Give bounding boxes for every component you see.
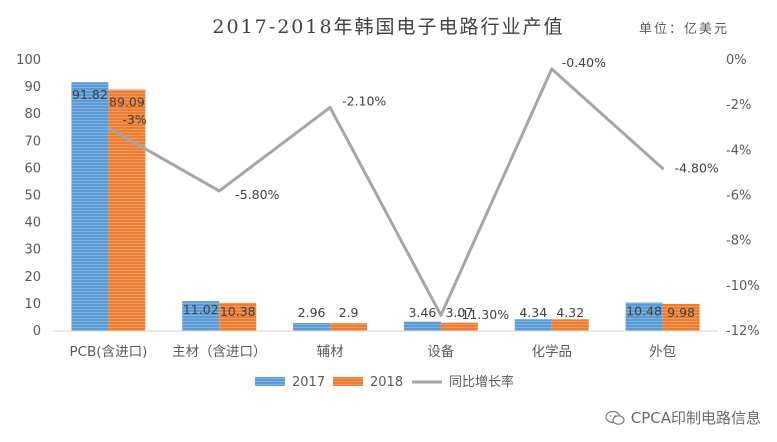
bars-layer [71,82,700,331]
growth-rate-label: -0.40% [562,55,606,70]
bar-2017-2 [293,322,331,331]
bar-value-label: 3.46 [408,305,436,320]
left-tick-label: 60 [24,161,41,176]
bar-value-label: 4.32 [556,305,584,320]
left-tick-label: 30 [24,243,41,258]
bar-2017-1 [182,301,220,331]
category-label: 辅材 [317,344,344,360]
bar-2017-5 [625,302,663,331]
legend: 2017 2018 同比增长率 [255,374,514,390]
unit-label: 单位：亿美元 [638,22,729,37]
growth-rate-label: -5.80% [235,187,279,202]
bar-2017-3 [403,321,441,331]
bar-2018-5 [662,303,700,331]
growth-rate-point [106,126,110,130]
bar-value-label: 89.09 [109,95,145,110]
category-label: PCB(含进口) [69,344,147,360]
labels-layer: 91.82 11.02 2.96 3.46 4.34 10.48 89.09 10.38 2.9… [72,55,719,322]
right-tick-label: -2% [726,98,751,113]
left-tick-label: 80 [24,107,41,122]
legend-swatch-2018 [333,377,363,386]
bar-value-label: 2.96 [298,305,326,320]
left-tick-label: 40 [24,216,41,231]
right-tick-label: -8% [726,234,751,249]
growth-rate-line [107,67,664,317]
growth-rate-point [217,189,221,193]
bar-2018-1 [219,302,257,331]
right-tick-label: 0% [726,53,747,68]
growth-rate-point [661,166,665,170]
category-label: 设备 [427,343,454,360]
legend-swatch-2017 [255,377,285,386]
right-tick-label: -6% [726,189,751,204]
category-label: 化学品 [532,344,573,360]
bar-value-label: 10.48 [626,304,662,319]
bar-2017-4 [514,319,552,331]
bar-value-label: 91.82 [72,87,108,102]
watermark: CPCA印制电路信息 [605,407,761,428]
chart-title: 2017-2018年韩国电子电路行业产值 [212,16,565,38]
bar-2017-0 [71,82,109,331]
bar-value-label: 3.07 [445,305,473,320]
legend-label-2017: 2017 [292,375,325,390]
line-layer [106,67,665,317]
bar-value-label: 2.9 [339,305,359,320]
bar-value-label: 10.38 [220,304,256,319]
growth-rate-label: -3% [122,112,146,127]
category-label: 主材（含进口） [172,344,267,360]
left-tick-label: 20 [24,270,41,285]
axis-layer: 0102030405060708090100-12%-10%-8%-6%-4%-… [16,53,759,360]
left-tick-label: 50 [24,189,41,204]
growth-rate-label: -11.30% [457,307,509,322]
watermark-text: CPCA印制电路信息 [630,409,761,427]
wechat-icon [605,410,625,425]
left-tick-label: 70 [24,134,41,149]
bar-value-label: 11.02 [183,302,219,317]
legend-label-2018: 2018 [370,375,403,390]
bar-value-label: 4.34 [519,305,547,320]
left-tick-label: 0 [33,324,41,339]
left-tick-label: 10 [24,297,41,312]
category-label: 外包 [649,344,676,360]
bar-2018-3 [440,322,478,331]
bar-2018-4 [551,319,589,331]
growth-rate-point [550,67,554,71]
right-tick-label: -10% [726,279,760,294]
bar-2018-2 [330,323,368,331]
growth-rate-point [439,313,443,317]
growth-rate-label: -4.80% [675,160,719,175]
legend-label-growth: 同比增长率 [449,374,514,390]
right-tick-label: -4% [726,143,751,158]
left-tick-label: 90 [24,80,41,95]
left-tick-label: 100 [16,53,41,68]
right-tick-label: -12% [726,324,760,339]
growth-rate-point [328,105,332,109]
growth-rate-label: -2.10% [342,93,386,108]
bar-value-label: 9.98 [667,305,695,320]
